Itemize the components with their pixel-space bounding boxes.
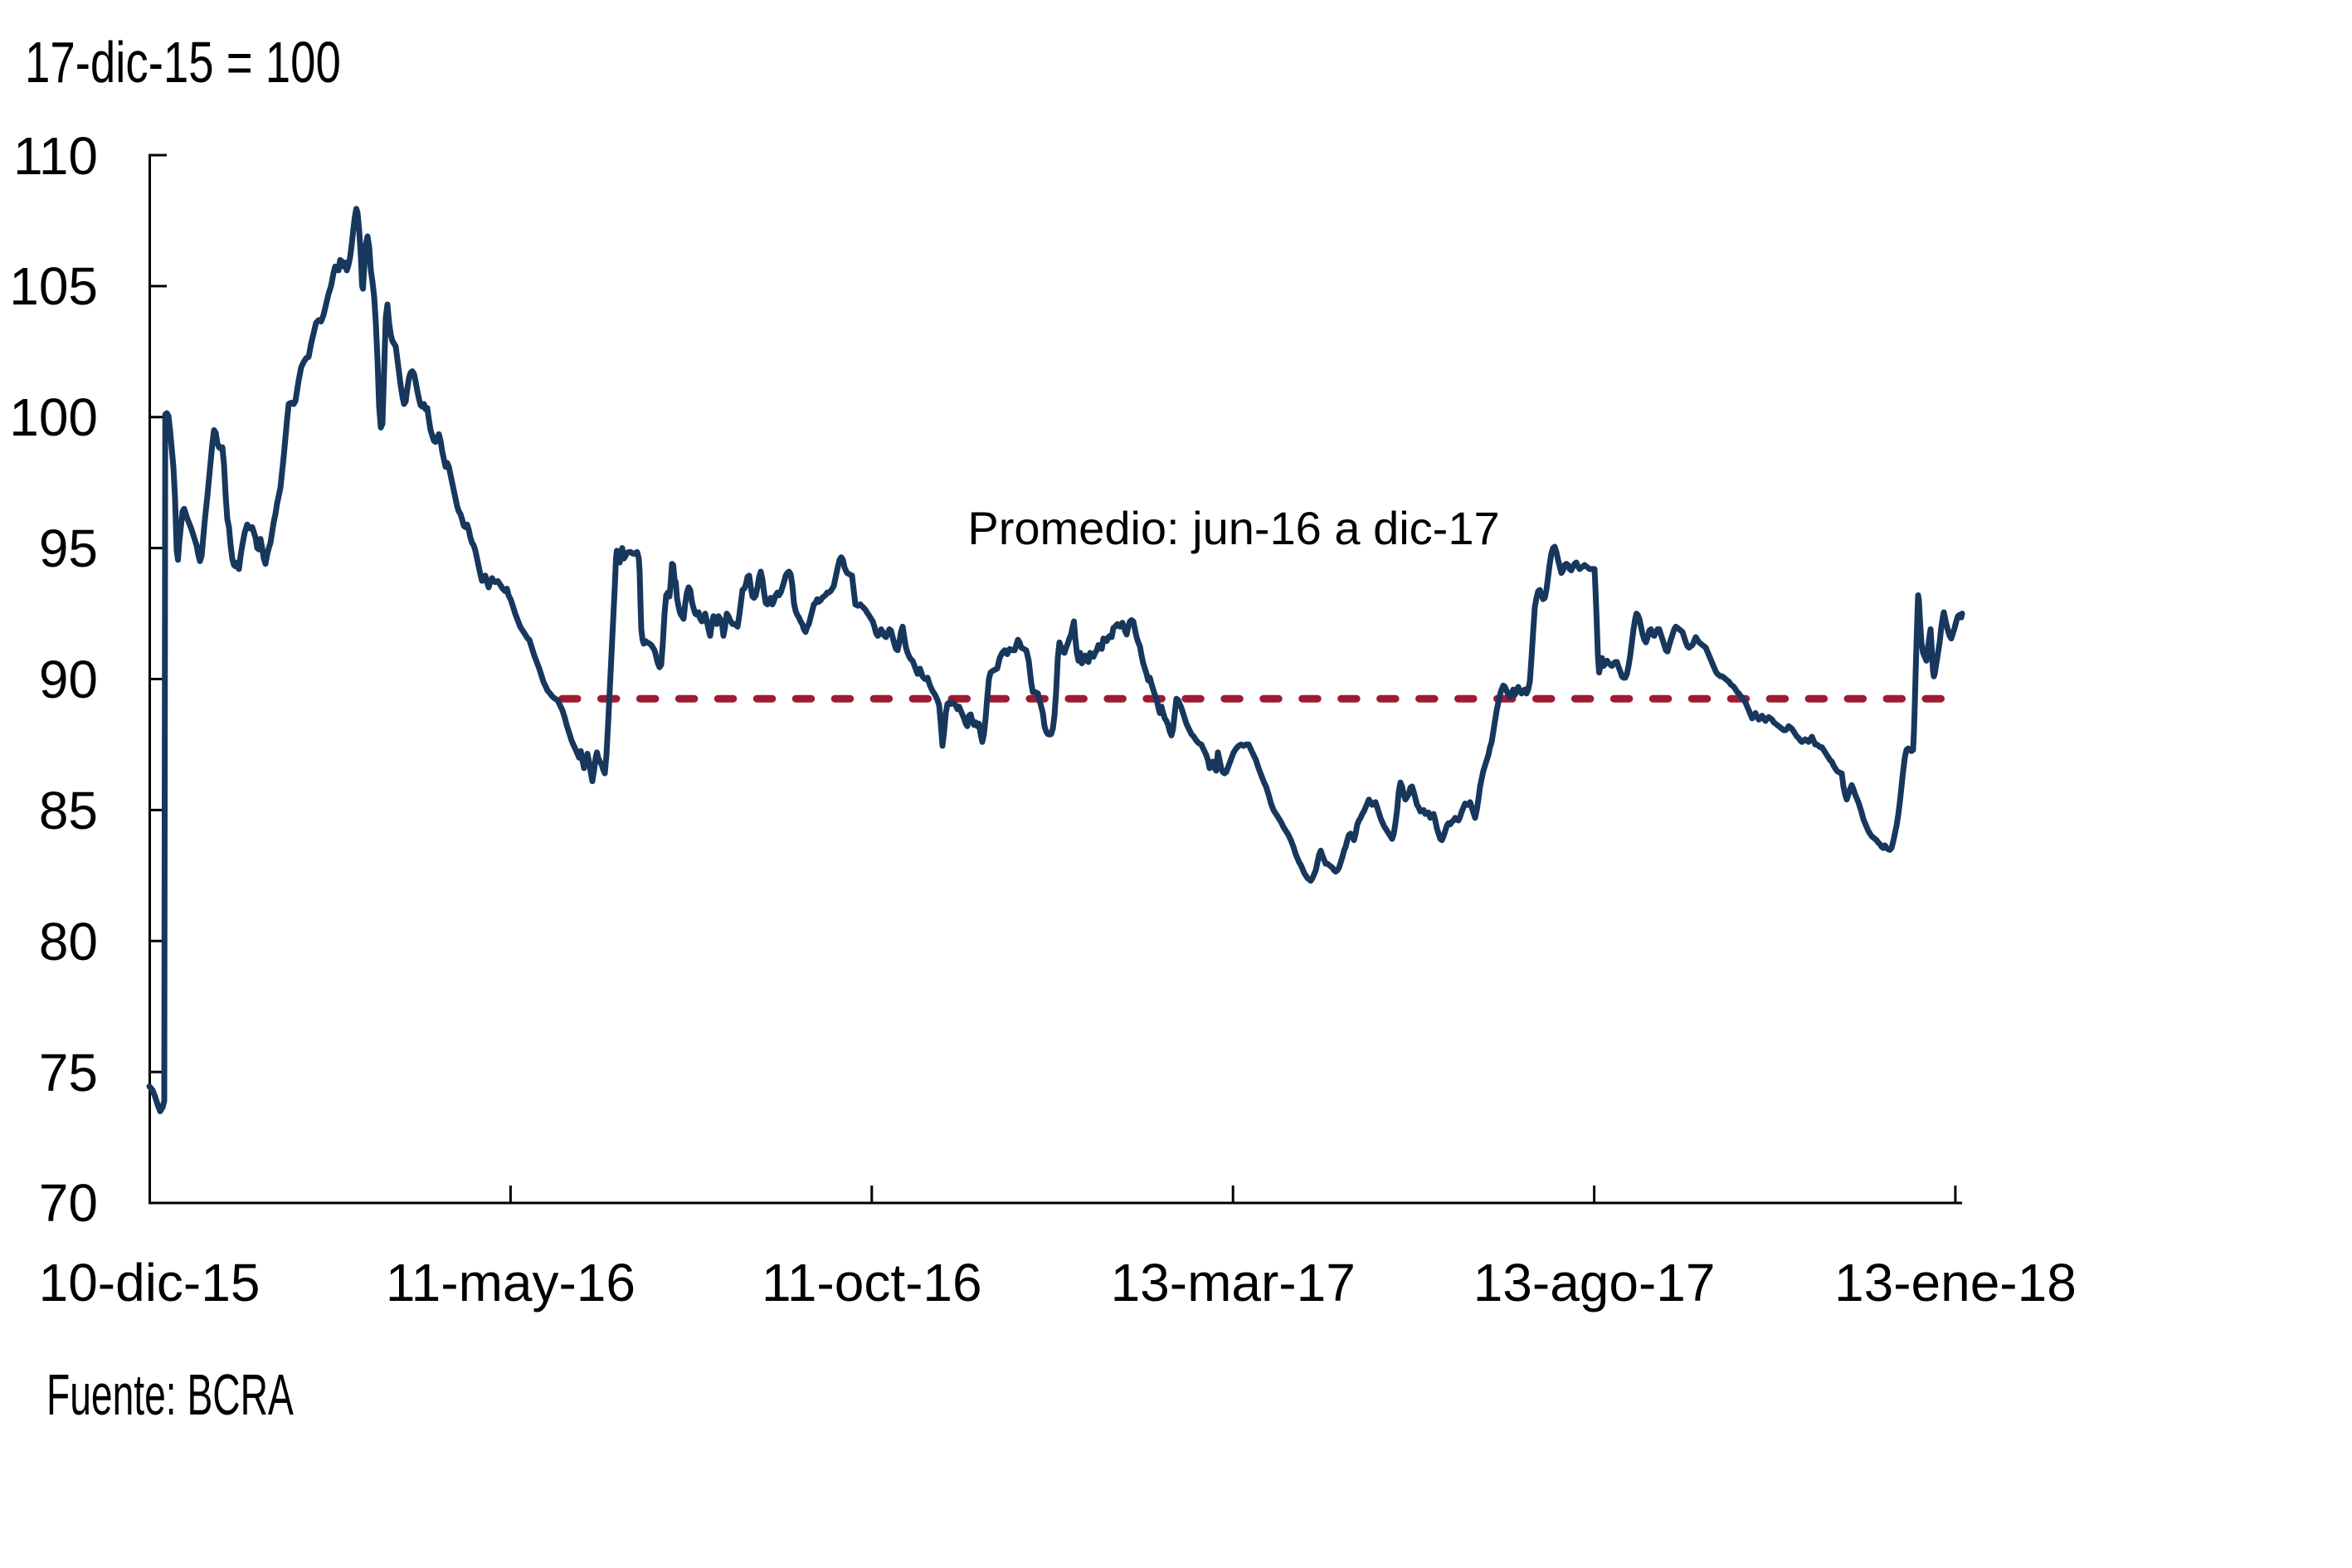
svg-text:75: 75	[39, 1043, 98, 1103]
svg-text:10-dic-15: 10-dic-15	[39, 1253, 261, 1312]
svg-text:70: 70	[39, 1173, 98, 1233]
svg-text:110: 110	[13, 126, 98, 186]
svg-text:90: 90	[39, 650, 98, 709]
svg-text:100: 100	[9, 387, 98, 447]
svg-text:13-ene-18: 13-ene-18	[1834, 1253, 2077, 1312]
svg-text:Promedio: jun-16 a dic-17: Promedio: jun-16 a dic-17	[967, 502, 1499, 554]
svg-text:13-mar-17: 13-mar-17	[1111, 1253, 1356, 1312]
svg-text:11-oct-16: 11-oct-16	[762, 1253, 982, 1312]
svg-text:11-may-16: 11-may-16	[386, 1253, 635, 1312]
svg-text:80: 80	[39, 912, 98, 971]
svg-text:105: 105	[9, 256, 98, 316]
svg-text:Fuente: BCRA: Fuente: BCRA	[46, 1361, 294, 1427]
svg-text:13-ago-17: 13-ago-17	[1473, 1253, 1716, 1312]
svg-text:85: 85	[39, 781, 98, 840]
svg-text:95: 95	[39, 519, 98, 578]
svg-text:17-dic-15 = 100: 17-dic-15 = 100	[25, 31, 341, 95]
